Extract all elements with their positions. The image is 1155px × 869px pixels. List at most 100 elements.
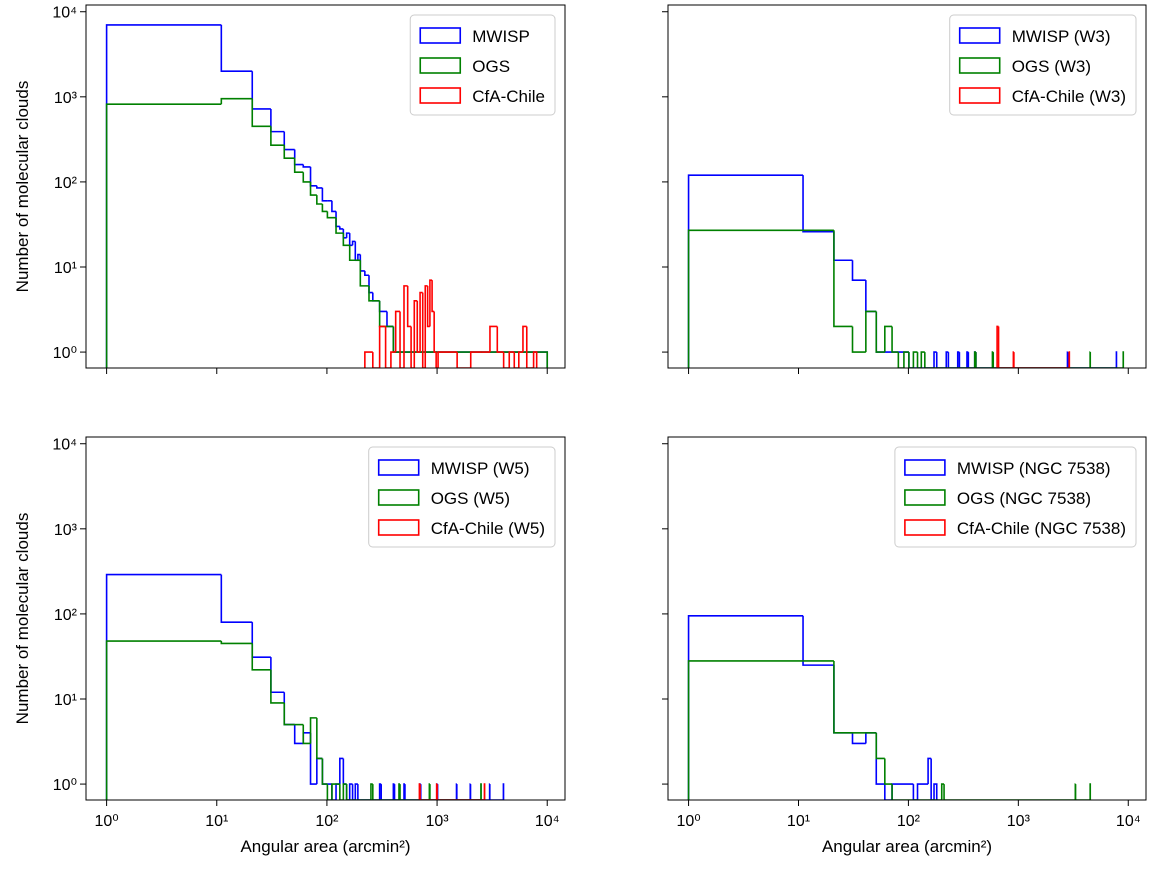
axes-frame	[667, 4, 1147, 369]
legend-label: CfA-Chile (NGC 7538)	[957, 519, 1126, 538]
histogram-step	[309, 166, 317, 187]
histogram-step	[469, 784, 490, 800]
plot-area	[687, 174, 1125, 368]
histogram-step	[891, 784, 942, 800]
histogram-step	[348, 245, 356, 262]
y-tick-label: 10⁰	[53, 345, 77, 362]
legend-frame	[894, 446, 1137, 548]
histogram-step	[851, 732, 866, 745]
y-tick-label: 10³	[54, 90, 78, 107]
histogram-step	[359, 260, 369, 287]
legend-swatch	[904, 489, 946, 506]
histogram-step	[302, 164, 311, 168]
histogram-step	[996, 325, 999, 368]
histogram-step	[399, 311, 405, 368]
x-axis-label: Angular area (arcmin²)	[822, 837, 992, 856]
histogram-step	[403, 285, 408, 368]
histogram-step	[345, 232, 350, 238]
histogram-step	[891, 326, 899, 353]
histogram-step	[1066, 352, 1117, 368]
histogram-step	[833, 231, 853, 262]
histogram-step	[348, 783, 353, 800]
histogram-step	[884, 784, 893, 800]
histogram-step	[437, 351, 458, 368]
histogram-step	[364, 270, 369, 277]
histogram-step	[489, 325, 498, 353]
histogram-step	[220, 574, 253, 623]
x-tick-label: 10⁴	[1116, 813, 1141, 830]
legend-swatch	[958, 27, 1001, 44]
histogram-step	[380, 784, 394, 800]
legend-label: MWISP (W3)	[1012, 27, 1111, 46]
legend-swatch	[377, 489, 420, 506]
histogram-step	[351, 784, 356, 800]
histogram-step	[378, 300, 387, 313]
histogram-step	[833, 230, 853, 328]
histogram-step	[251, 643, 271, 671]
plot-area	[687, 615, 1092, 800]
histogram-step	[456, 352, 471, 368]
x-axis-label: Angular area (arcmin²)	[240, 837, 410, 856]
histogram-step	[251, 98, 271, 128]
histogram-step	[416, 300, 421, 353]
histogram-step	[947, 352, 958, 368]
legend-swatch	[419, 27, 462, 44]
histogram-step	[930, 758, 935, 800]
histogram-step	[393, 784, 405, 800]
histogram-step	[270, 657, 285, 694]
histogram-step	[532, 351, 538, 368]
histogram-step	[897, 352, 904, 368]
x-tick-label: 10³	[1007, 813, 1031, 830]
x-tick-label: 10¹	[787, 813, 810, 830]
histogram-step	[496, 326, 504, 353]
histogram-step	[851, 326, 866, 353]
legend-label: CfA-Chile (W5)	[431, 519, 545, 538]
histogram-step	[429, 784, 481, 800]
histogram-step	[339, 226, 344, 230]
histogram-step	[912, 351, 918, 368]
histogram-step	[105, 573, 222, 800]
y-tick-label: 10⁰	[53, 777, 77, 794]
legend-frame	[409, 14, 556, 116]
legend-swatch	[958, 87, 1001, 104]
axes-frame	[85, 4, 566, 369]
histogram-step	[436, 784, 485, 800]
histogram-step	[997, 326, 1014, 368]
histogram-step	[293, 158, 304, 174]
histogram-step	[309, 181, 317, 196]
legend-label: OGS (NGC 7538)	[957, 489, 1091, 508]
histogram-step	[469, 351, 482, 368]
legend-swatch	[958, 57, 1001, 74]
axes-frame	[85, 436, 566, 801]
histogram-step	[456, 784, 471, 800]
histogram-step	[309, 717, 317, 744]
histogram-step	[220, 24, 253, 73]
y-tick-label: 10²	[54, 175, 78, 192]
histogram-step	[851, 260, 866, 281]
histogram-step	[339, 784, 344, 800]
histogram-step	[378, 325, 386, 368]
histogram-step	[316, 185, 323, 189]
histogram-step	[321, 758, 328, 785]
histogram-step	[912, 784, 918, 800]
histogram-step	[309, 732, 317, 785]
histogram-step	[357, 253, 361, 261]
histogram-step	[302, 732, 311, 744]
histogram-step	[335, 217, 344, 234]
histogram-step	[326, 784, 332, 800]
histogram-step	[270, 126, 285, 147]
histogram-step	[326, 211, 337, 219]
panel: 10⁰ 10¹ 10² 10³ 10⁴ 10⁰ 10¹ 10² 10³ 10⁴ Number of …	[13, 436, 566, 856]
histogram-step	[342, 783, 347, 800]
histogram-step	[833, 660, 853, 734]
histogram-step	[357, 784, 361, 800]
legend-swatch	[377, 519, 420, 536]
x-tick-label: 10²	[315, 813, 339, 830]
histogram-step	[390, 351, 396, 368]
histogram-step	[316, 195, 323, 205]
histogram-step	[105, 24, 222, 368]
histogram-step	[687, 615, 804, 800]
legend: MWISP (W5) OGS (W5) CfA-Chile (W5)	[368, 446, 556, 548]
histogram-step	[354, 783, 358, 800]
